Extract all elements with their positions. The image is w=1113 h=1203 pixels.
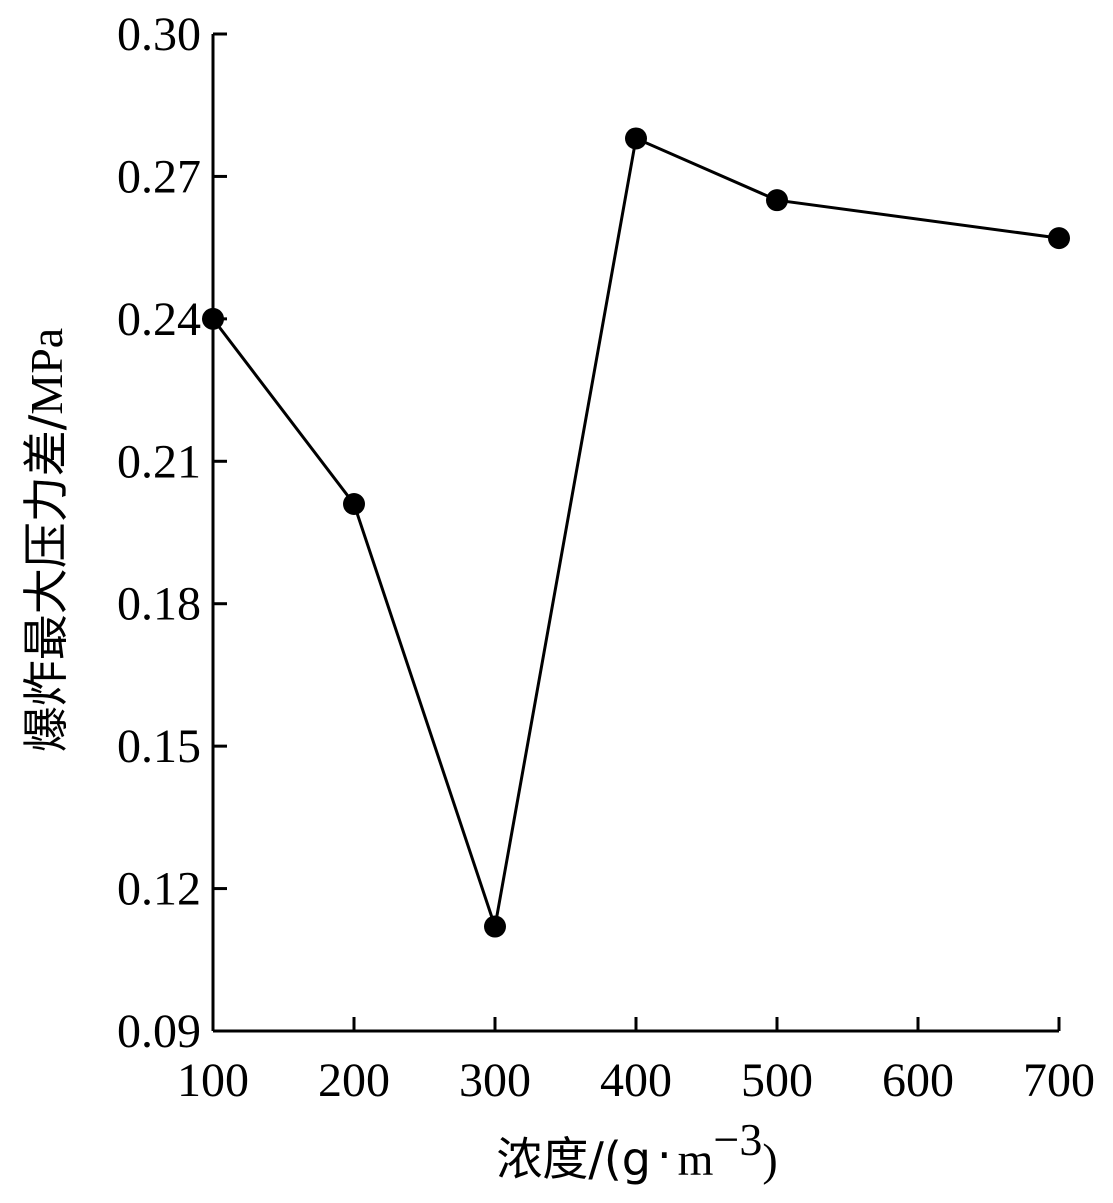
data-point	[625, 127, 647, 150]
y-tick-label: 0.09	[117, 1005, 201, 1058]
x-tick-label: 500	[741, 1054, 813, 1107]
data-point	[484, 915, 506, 938]
y-axis-ticks: 0.09 0.12 0.15 0.18 0.21 0.24 0.27 0.30	[117, 8, 227, 1058]
y-tick-label: 0.30	[117, 8, 201, 61]
x-axis-title: 浓度/(g · m−3)	[496, 1114, 777, 1186]
x-tick-label: 700	[1023, 1054, 1095, 1107]
data-point	[343, 493, 365, 516]
x-tick-label: 100	[177, 1054, 249, 1107]
y-tick-label: 0.15	[117, 720, 201, 773]
y-tick-label: 0.18	[117, 578, 201, 631]
y-axis-title: 爆炸最大压力差/MPa	[19, 328, 73, 752]
x-axis-ticks: 100 200 300 400 500 600 700	[177, 1017, 1095, 1107]
data-point	[766, 189, 788, 212]
y-tick-label: 0.24	[117, 293, 201, 346]
y-tick-label: 0.12	[117, 863, 201, 916]
data-series	[202, 127, 1070, 938]
axes	[211, 34, 1059, 1033]
x-tick-label: 300	[459, 1054, 531, 1107]
x-tick-label: 400	[600, 1054, 672, 1107]
series-line	[211, 136, 1060, 928]
y-tick-label: 0.21	[117, 435, 201, 488]
y-tick-label: 0.27	[117, 150, 201, 203]
x-tick-label: 600	[882, 1054, 954, 1107]
data-point	[1048, 227, 1070, 250]
data-point	[202, 307, 224, 330]
x-tick-label: 200	[318, 1054, 390, 1107]
